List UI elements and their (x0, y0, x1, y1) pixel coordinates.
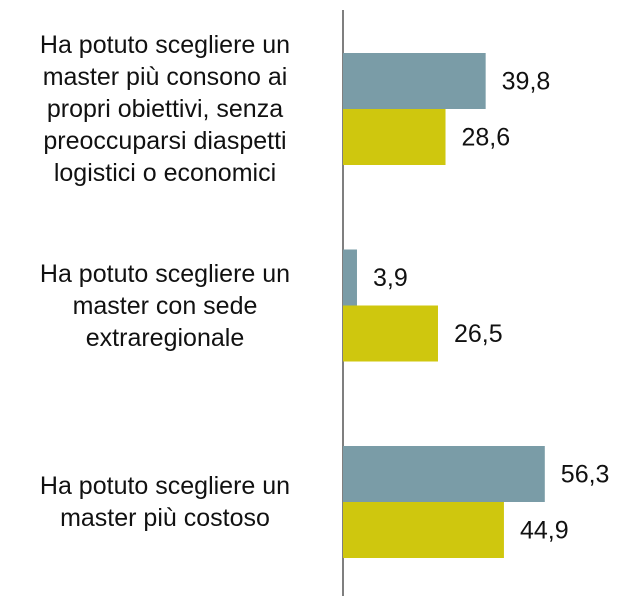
category-label: Ha potuto scegliere un master più conson… (39, 31, 291, 187)
bar (343, 109, 446, 165)
value-label: 56,3 (561, 461, 610, 489)
bar (343, 53, 486, 109)
bar (343, 502, 504, 558)
category-label: Ha potuto scegliere un master con sede e… (39, 259, 291, 352)
bar (343, 249, 357, 306)
value-label: 26,5 (454, 320, 503, 348)
value-label: 3,9 (373, 264, 408, 292)
bar (343, 305, 438, 362)
category-label: Ha potuto scegliere un master più costos… (39, 472, 291, 532)
value-label: 44,9 (520, 517, 569, 545)
bar (343, 446, 545, 502)
value-label: 28,6 (462, 124, 511, 152)
value-label: 39,8 (502, 68, 551, 96)
